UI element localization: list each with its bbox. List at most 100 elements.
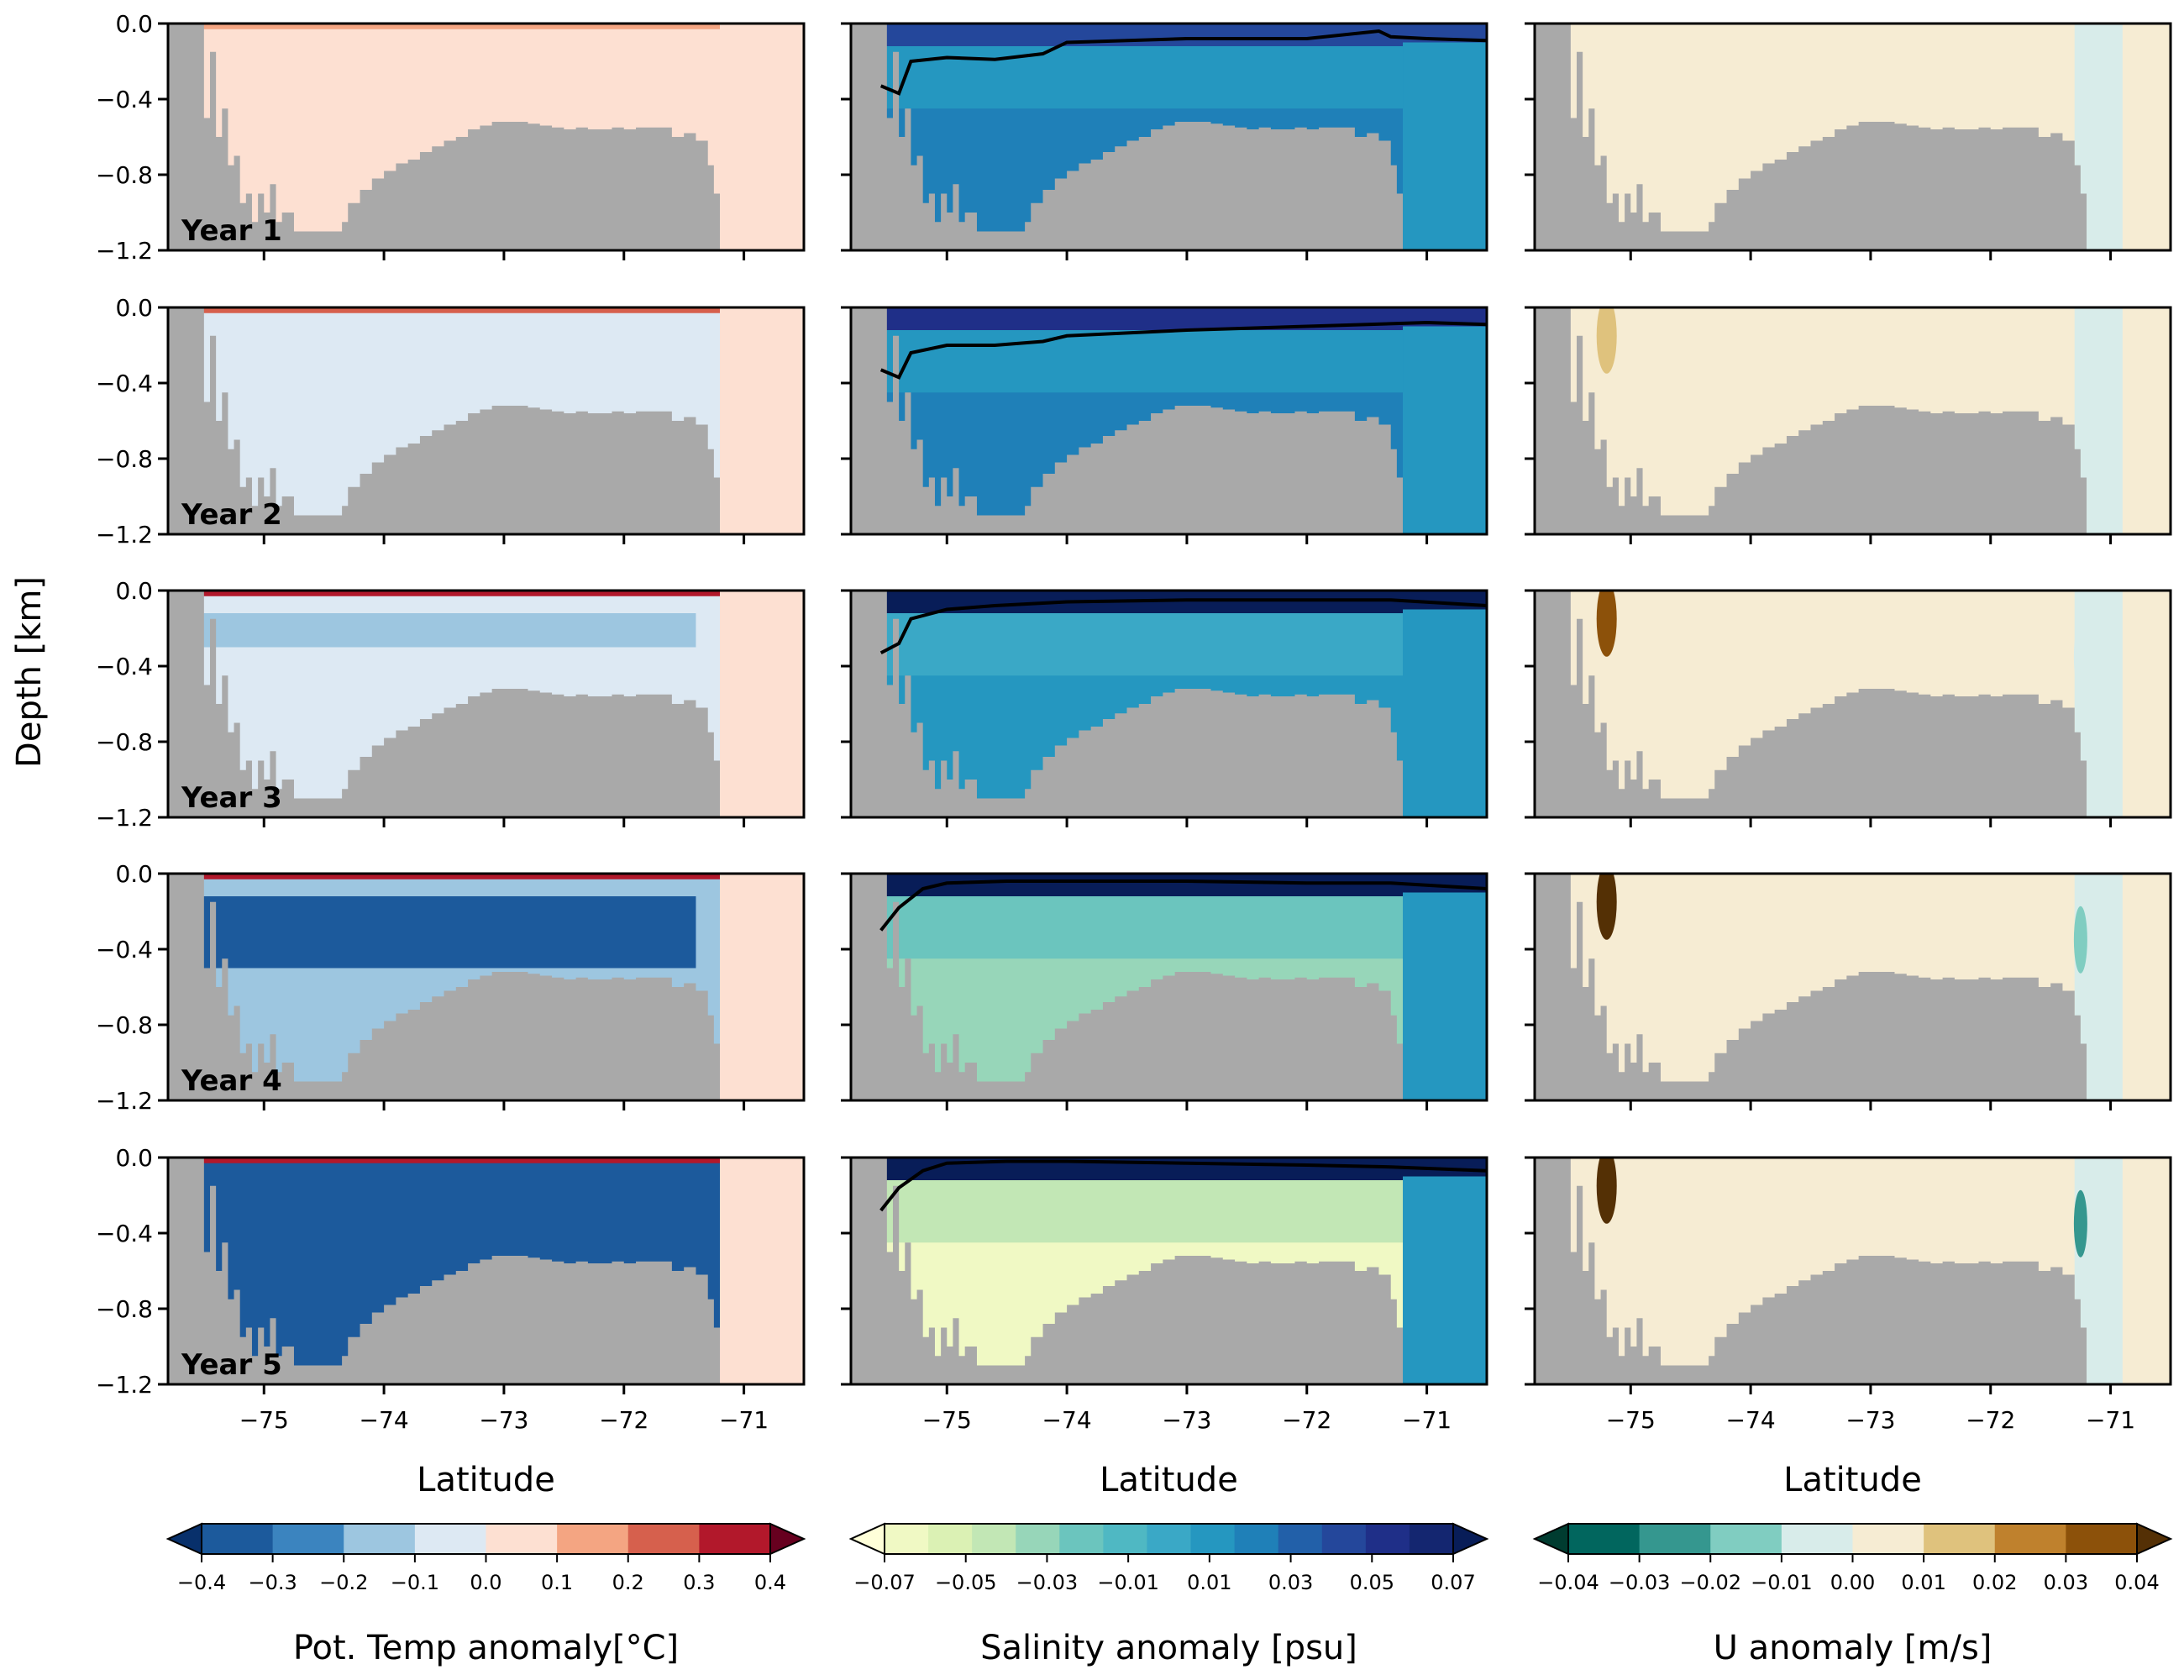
mixed-layer-contour [879,598,1487,655]
colorbar-segment [1234,1524,1279,1554]
panel-field [168,874,804,1100]
panel-2-year-2 [841,306,1488,544]
y-tick-label: −0.4 [96,370,153,397]
panel-3-year-2 [1525,306,2172,544]
panel-frame [849,1156,1488,1386]
y-tick-label: −0.4 [96,936,153,963]
panel-frame [166,306,806,536]
colorbar-label: Pot. Temp anomaly[°C] [293,1629,679,1667]
panel-frame [1533,872,2172,1102]
x-tick-label: −72 [1966,1406,2015,1434]
salinity-upper-layer [851,24,1487,46]
panel-frame [849,872,1488,1102]
colorbar-tick-label: −0.2 [319,1571,368,1594]
panel-frame [1533,22,2172,252]
x-axis-label: Latitude [417,1461,555,1499]
y-tick-label: −0.4 [96,653,153,680]
panel-2-year-5: −75 −74 −73 −72 −71 [841,1156,1488,1434]
colorbar-tick-label: 0.1 [541,1571,573,1594]
panel-2-year-4 [841,872,1488,1110]
temperature-north-band [720,307,804,534]
temperature-core [192,1180,696,1271]
colorbar-segment [885,1524,929,1554]
colorbar-segment [344,1524,416,1554]
colorbar-tick-label: −0.05 [935,1571,997,1594]
colorbar-tick-label: −0.01 [1097,1571,1159,1594]
colorbar-segment [627,1524,700,1554]
temperature-north-band [720,591,804,817]
colorbar-tick-label: 0.3 [683,1571,715,1594]
colorbar-segment [1781,1524,1853,1554]
x-tick-label: −71 [1402,1406,1452,1434]
bathymetry-mask [168,591,804,817]
colorbar-extend-low [1532,1522,1569,1556]
salinity-upper-layer [851,1158,1487,1180]
temperature-surface-layer [168,1158,804,1163]
y-tick-label: −1.2 [96,1087,153,1115]
bathymetry-mask [168,307,804,534]
x-tick-label: −73 [479,1406,528,1434]
colorbar-segment [1924,1524,1996,1554]
colorbar-segment [557,1524,629,1554]
colorbar-tick-label: −0.03 [1016,1571,1079,1594]
colorbar-segment [272,1524,344,1554]
bathymetry-mask [851,24,1487,250]
x-axis-label: Latitude [1783,1461,1922,1499]
panel-2-year-3 [841,589,1488,827]
y-tick-label: −0.8 [96,1011,153,1039]
year-label: Year 1 [181,214,282,248]
year-label: Year 4 [181,1064,282,1098]
y-axis-label: Depth [km] [10,576,49,768]
bathymetry-mask [168,1158,804,1384]
y-tick-label: 0.0 [115,860,153,888]
y-tick-label: −0.8 [96,1295,153,1323]
panel-3-year-3 [1525,589,2172,827]
panel-field [168,1158,804,1384]
x-tick-label: −72 [1282,1406,1331,1434]
colorbar-tick-label: 0.05 [1350,1571,1394,1594]
panel-frame [166,589,806,819]
colorbar-segment [928,1524,973,1554]
bathymetry-mask [851,1158,1487,1384]
temperature-core [192,46,696,81]
x-tick-label: −74 [1042,1406,1092,1434]
y-tick-label: 0.0 [115,1144,153,1172]
x-tick-label: −71 [2086,1406,2135,1434]
panel-frame [849,22,1488,252]
mixed-layer-contour [879,320,1487,380]
panel-frame [1533,1156,2172,1386]
colorbar-label: Salinity anomaly [psu] [980,1629,1357,1667]
colorbar-segment [1321,1524,1367,1554]
panel-1-year-2: 0.0 −0.4 −0.8 −1.2 Year 2 [96,294,806,549]
x-tick-label: −72 [599,1406,648,1434]
colorbar-segment [414,1524,486,1554]
y-tick-label: 0.0 [115,10,153,38]
x-tick-label: −75 [239,1406,289,1434]
panel-field [168,591,804,817]
salinity-north-band [1403,326,1487,534]
panel-3-year-4 [1525,872,2172,1110]
x-tick-label: −74 [360,1406,409,1434]
colorbar-tick-label: 0.4 [754,1571,786,1594]
colorbar-tick-label: 0.03 [2044,1571,2088,1594]
y-tick-label: −0.8 [96,161,153,189]
salinity-north-band [1403,42,1487,250]
x-tick-label: −71 [719,1406,769,1434]
bathymetry-mask [1535,591,2171,817]
y-tick-label: 0.0 [115,577,153,605]
colorbar-tick-label: 0.01 [1187,1571,1231,1594]
y-tick-label: −0.8 [96,445,153,473]
panel-field [851,591,1487,817]
bathymetry-mask [168,24,804,250]
temperature-surface-layer [168,874,804,879]
colorbar-extend-low [165,1522,202,1556]
colorbar-2: −0.07 −0.05 −0.03 −0.01 0.01 0.03 0.05 0.07 Sali… [848,1522,1489,1667]
panel-frame [1533,306,2172,536]
colorbar-extend-low [848,1522,885,1556]
colorbar-tick-label: 0.0 [470,1571,501,1594]
panel-2-year-1 [841,22,1488,260]
velocity-south-jet [1596,307,1617,374]
colorbar-segment [1059,1524,1104,1554]
temperature-surface-layer [168,307,804,313]
colorbar-label: U anomaly [m/s] [1714,1629,1992,1667]
